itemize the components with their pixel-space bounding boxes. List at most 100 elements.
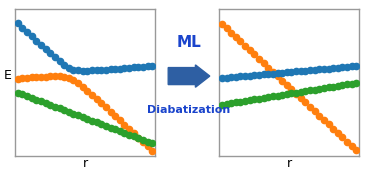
Point [279,79,285,82]
Point [339,136,345,139]
Point [237,40,243,43]
Point [131,66,137,69]
Text: Diabatization: Diabatization [147,105,231,115]
Point [61,109,67,112]
Point [298,91,304,93]
Point [15,22,21,25]
Point [149,149,155,152]
Point [135,136,141,139]
Point [293,91,299,94]
Point [70,112,76,115]
Point [279,93,285,96]
Point [265,96,271,99]
Point [233,75,239,78]
Point [288,71,294,73]
Point [228,102,234,105]
Point [330,127,336,130]
Point [75,114,81,117]
Point [353,65,359,67]
Point [107,110,113,113]
Point [43,48,49,51]
Point [47,103,53,106]
Point [140,138,146,141]
Text: ML: ML [177,35,201,50]
Point [219,22,225,25]
Point [52,105,58,108]
Point [47,52,53,55]
Point [126,128,132,130]
Point [24,76,30,79]
Point [344,83,350,86]
Point [247,74,253,77]
Point [66,110,72,113]
Point [316,88,322,90]
Point [149,142,155,145]
Point [29,35,35,38]
Point [242,75,248,78]
Point [293,70,299,73]
Point [316,68,322,71]
Point [335,84,341,87]
Point [135,137,141,139]
Point [353,149,359,152]
Point [251,53,257,56]
Point [344,140,350,143]
Point [70,68,76,71]
Point [52,56,58,59]
Point [270,95,276,98]
Point [274,75,280,78]
Point [284,84,290,86]
Point [38,100,44,103]
Point [228,31,234,34]
Point [135,66,141,68]
Point [302,69,308,72]
Point [57,107,63,110]
Point [103,68,109,71]
Point [284,93,290,96]
Point [247,99,253,102]
Point [256,73,262,76]
Point [121,131,127,134]
Point [145,140,151,143]
Point [43,75,49,78]
Point [112,67,118,70]
Point [149,64,155,67]
Point [251,74,257,77]
Point [107,68,113,71]
Point [140,141,146,144]
Point [145,145,151,148]
Point [256,57,262,60]
Point [57,60,63,63]
Point [298,70,304,72]
Point [84,89,90,92]
Point [103,106,109,109]
Point [330,67,336,70]
Point [98,123,104,125]
Point [38,43,44,46]
Point [19,93,25,96]
Point [339,66,345,69]
Y-axis label: E: E [4,69,12,82]
Point [288,92,294,95]
Point [112,128,118,131]
Point [223,27,229,30]
Point [298,97,304,100]
Point [89,93,95,96]
Point [265,66,271,69]
Point [311,110,318,113]
Point [302,90,308,93]
Point [126,66,132,69]
Point [117,119,123,122]
Point [265,72,271,75]
Point [307,89,313,92]
Point [311,68,318,71]
Point [80,85,86,88]
Point [261,62,267,65]
Point [80,116,86,118]
Point [24,95,30,98]
X-axis label: r: r [82,157,88,170]
Point [325,86,332,89]
Point [126,133,132,136]
Point [75,81,81,84]
Point [98,69,104,71]
